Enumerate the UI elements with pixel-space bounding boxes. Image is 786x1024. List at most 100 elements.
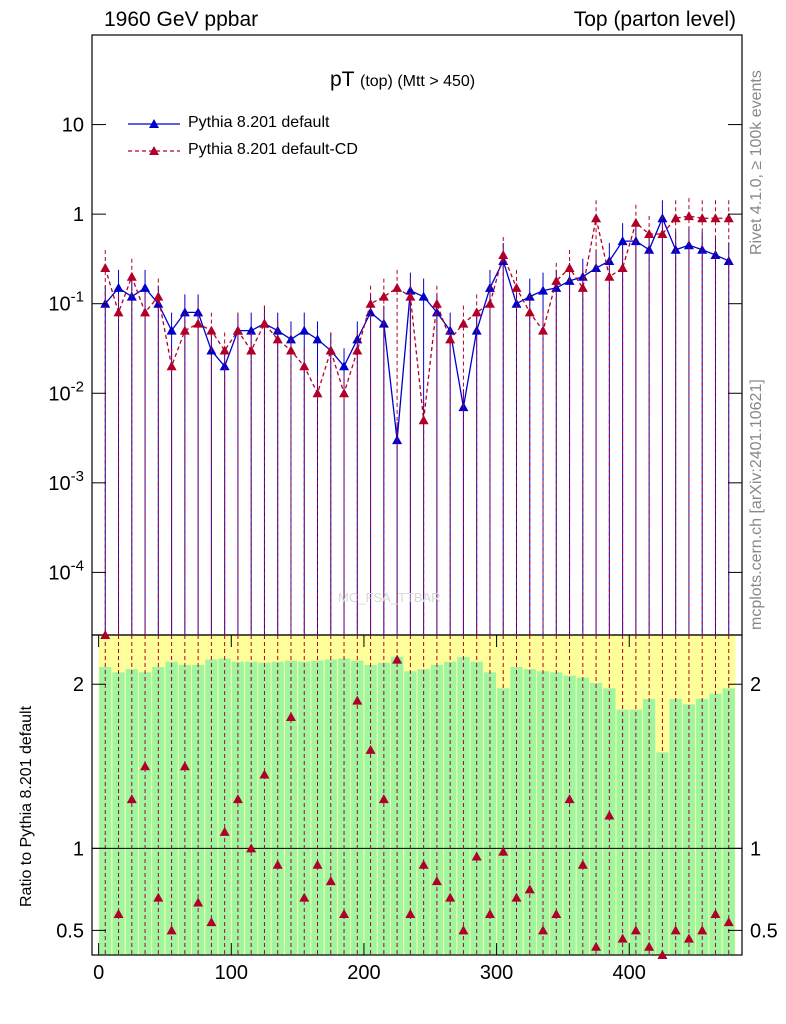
ratio-band-green xyxy=(245,661,258,955)
series-point-2 xyxy=(458,318,469,328)
series-point-1 xyxy=(723,255,734,265)
y-tick-label: 10-2 xyxy=(48,378,84,405)
ratio-band-green xyxy=(284,660,298,955)
ratio-band-green xyxy=(165,661,178,955)
series-point-1 xyxy=(591,263,602,273)
ratio-point xyxy=(246,843,257,853)
series-point-2 xyxy=(352,345,363,355)
ratio-point xyxy=(285,712,296,722)
plot-title-main: pT xyxy=(330,68,355,91)
ratio-band-green xyxy=(497,688,510,955)
ratio-y-tick-label-left: 2 xyxy=(73,674,84,696)
ratio-band-green xyxy=(603,688,616,955)
ratio-y-tick-label-left: 1 xyxy=(73,838,84,860)
ratio-point xyxy=(113,908,124,918)
series-point-2 xyxy=(524,307,535,317)
ratio-point xyxy=(577,859,588,869)
x-tick-label: 200 xyxy=(347,962,380,984)
series-point-1 xyxy=(644,244,655,254)
legend-marker-default xyxy=(149,119,159,128)
series-point-2 xyxy=(657,229,668,239)
ratio-band-green xyxy=(351,660,364,955)
series-point-2 xyxy=(312,388,323,398)
x-tick-label: 400 xyxy=(613,962,646,984)
ratio-y-tick-label-right: 2 xyxy=(750,674,761,696)
legend-marker-default-cd xyxy=(149,146,159,155)
ratio-point xyxy=(630,925,641,935)
series-point-2 xyxy=(246,345,257,355)
ratio-point xyxy=(405,908,416,918)
series-point-2 xyxy=(378,291,389,301)
ratio-point xyxy=(670,925,681,935)
mcplots-reference-label: mcplots.cern.ch [arXiv:2401.10621] xyxy=(748,379,765,630)
series-point-1 xyxy=(577,271,588,281)
x-tick-label: 100 xyxy=(215,962,248,984)
plot-title-sub: (top) (Mtt > 450) xyxy=(359,73,476,90)
ratio-point xyxy=(445,892,456,902)
series-point-1 xyxy=(179,307,190,317)
ratio-point xyxy=(683,933,694,943)
ratio-point xyxy=(431,876,442,886)
series-point-2 xyxy=(445,334,456,344)
y-tick-label: 10-1 xyxy=(48,289,84,316)
ratio-point xyxy=(312,859,323,869)
series-point-1 xyxy=(511,298,522,308)
ratio-point xyxy=(644,941,655,951)
series-point-1 xyxy=(538,285,549,295)
ratio-point xyxy=(498,846,509,856)
legend-markers xyxy=(128,119,180,155)
series-point-2 xyxy=(710,213,721,223)
series-point-1 xyxy=(431,307,442,317)
series-point-1 xyxy=(418,291,429,301)
ratio-y-tick-label-right: 0.5 xyxy=(750,920,778,942)
series-point-2 xyxy=(577,282,588,292)
series-point-1 xyxy=(617,236,628,246)
series-point-2 xyxy=(339,388,350,398)
ratio-band-green xyxy=(258,662,271,955)
series-point-2 xyxy=(551,275,562,285)
ratio-band-green xyxy=(377,662,390,955)
x-tick-label: 300 xyxy=(480,962,513,984)
ratio-band-green xyxy=(364,664,377,955)
series-point-2 xyxy=(100,263,111,273)
ratio-point xyxy=(179,761,190,771)
legend-entry-default-cd: Pythia 8.201 default-CD xyxy=(188,141,358,158)
ratio-y-tick-label-left: 0.5 xyxy=(56,920,84,942)
y-tick-label: 1 xyxy=(73,204,84,226)
ratio-band-green xyxy=(178,664,191,955)
series-point-1 xyxy=(219,361,230,371)
ratio-point xyxy=(166,925,177,935)
series-point-1 xyxy=(339,361,350,371)
ratio-point xyxy=(392,654,403,664)
series-point-2 xyxy=(272,334,283,344)
series-point-2 xyxy=(153,291,164,301)
ratio-point xyxy=(365,744,376,754)
series-line-2 xyxy=(104,215,729,421)
series-point-2 xyxy=(630,217,641,227)
series-point-2 xyxy=(166,361,177,371)
ratio-point xyxy=(564,794,575,804)
series-point-2 xyxy=(405,291,416,301)
series-point-2 xyxy=(591,213,602,223)
ratio-y-tick-label-right: 1 xyxy=(750,838,761,860)
ratio-band-green xyxy=(298,661,311,955)
ratio-point xyxy=(723,917,734,927)
series-point-2 xyxy=(697,213,708,223)
ratio-points xyxy=(100,630,734,959)
y-tick-label: 10-4 xyxy=(48,557,84,584)
ratio-point xyxy=(352,695,363,705)
ratio-point xyxy=(617,933,628,943)
ratio-point xyxy=(591,941,602,951)
ratio-point xyxy=(524,884,535,894)
rivet-version-label: Rivet 4.1.0, ≥ 100k events xyxy=(748,70,765,255)
series-point-2 xyxy=(113,307,124,317)
ratio-band-green xyxy=(563,675,576,955)
ratio-point xyxy=(259,769,270,779)
ratio-y-axis-label: Ratio to Pythia 8.201 default xyxy=(18,705,35,907)
series-point-2 xyxy=(538,325,549,335)
series-point-1 xyxy=(405,285,416,295)
series-point-2 xyxy=(232,325,243,335)
series-point-2 xyxy=(140,307,151,317)
ratio-point xyxy=(551,908,562,918)
